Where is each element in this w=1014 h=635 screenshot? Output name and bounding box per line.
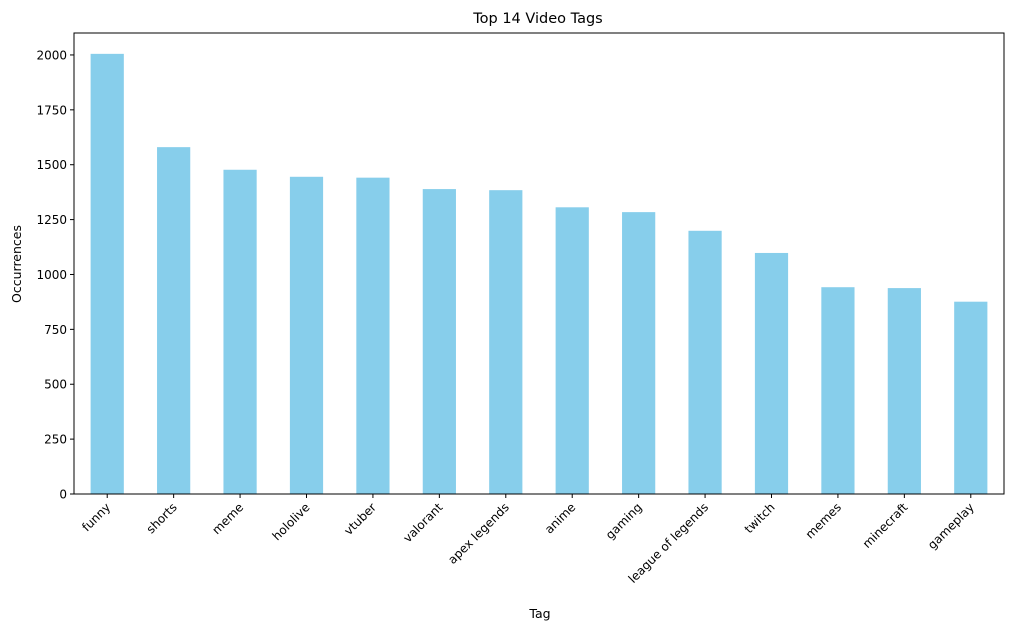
x-tick-label: minecraft — [860, 500, 911, 551]
y-tick-label: 0 — [59, 488, 67, 502]
bar-memes — [821, 287, 855, 494]
x-tick-label: anime — [542, 500, 578, 536]
bar-gaming — [622, 212, 656, 494]
bar-vtuber — [356, 177, 390, 495]
plot-frame — [73, 32, 1005, 495]
y-tick-label: 2000 — [36, 48, 67, 62]
y-tick-label: 1750 — [36, 103, 67, 117]
bar-shorts — [157, 147, 191, 494]
plot-area — [73, 32, 1005, 495]
bar-valorant — [422, 189, 456, 494]
x-tick-label: gameplay — [925, 500, 977, 552]
bar-meme — [223, 169, 257, 494]
bar-league-of-legends — [688, 230, 722, 495]
y-tick-label: 250 — [44, 433, 67, 447]
y-tick-label: 1000 — [36, 268, 67, 282]
y-axis-label: Occurrences — [9, 225, 24, 303]
x-tick-label: hololive — [270, 500, 313, 543]
x-axis-label: Tag — [528, 606, 550, 621]
bar-minecraft — [887, 288, 921, 494]
x-tick-label: funny — [79, 500, 113, 534]
x-tick-label: apex legends — [445, 500, 512, 567]
bar-anime — [555, 207, 589, 495]
y-tick-label: 1250 — [36, 213, 67, 227]
bar-gameplay — [954, 301, 988, 494]
bar-funny — [90, 53, 124, 494]
x-tick-label: memes — [803, 500, 844, 541]
x-axis: funny shorts meme hololive vtuber valorant ape… — [79, 494, 977, 586]
bar-twitch — [754, 252, 789, 494]
x-tick-label: gaming — [603, 500, 645, 542]
y-tick-label: 500 — [44, 378, 67, 392]
bar-apex-legends — [489, 190, 523, 494]
x-tick-label: vtuber — [341, 500, 379, 538]
y-axis: 0 250 500 750 1000 1250 1500 1750 2000 — [36, 48, 74, 502]
chart-title: Top 14 Video Tags — [472, 11, 602, 27]
bar-hololive — [289, 176, 324, 495]
x-tick-label: valorant — [400, 500, 445, 545]
x-tick-label: meme — [209, 500, 246, 537]
y-tick-label: 1500 — [36, 158, 67, 172]
x-tick-label: twitch — [742, 500, 778, 536]
x-tick-label: shorts — [144, 500, 180, 536]
y-tick-label: 750 — [44, 323, 67, 337]
